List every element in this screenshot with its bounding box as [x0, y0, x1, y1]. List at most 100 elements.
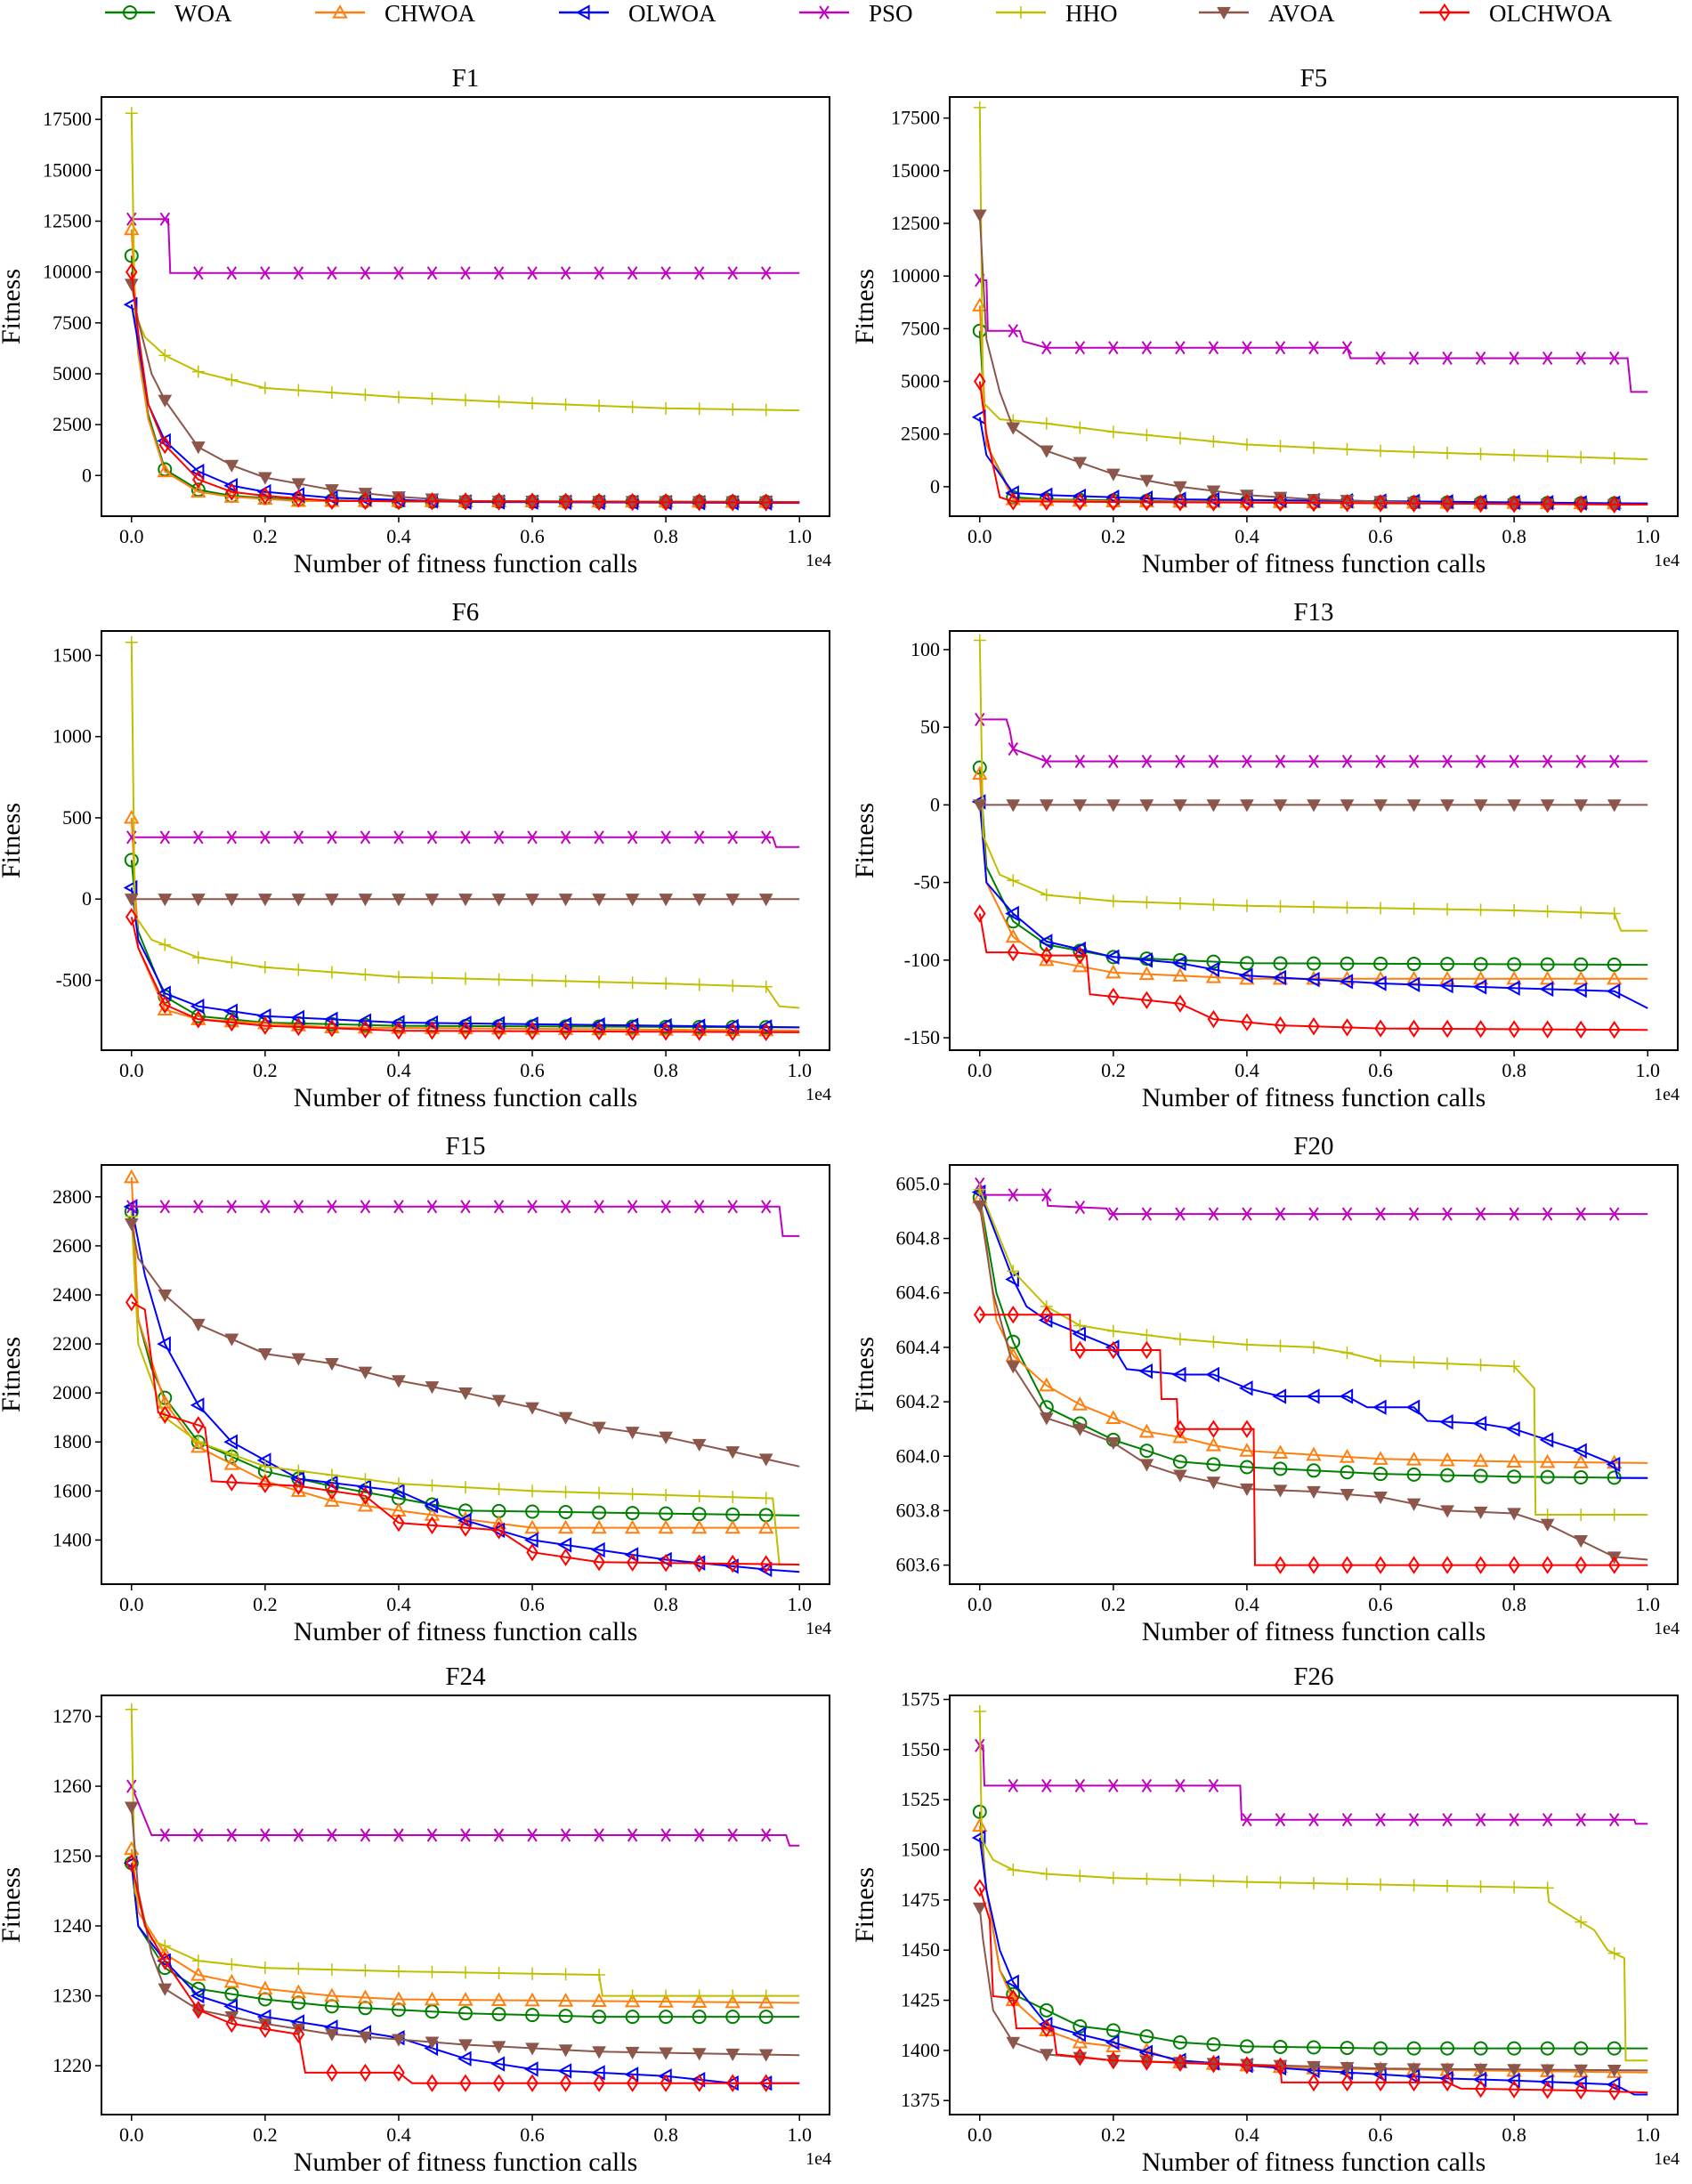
data-point-marker: [1608, 351, 1620, 366]
data-point-marker: [1106, 1324, 1120, 1338]
data-point-marker: [1405, 1452, 1422, 1466]
data-point-marker: [1141, 341, 1153, 355]
y-axis-label: Fitness: [0, 1867, 26, 1943]
data-point-marker: [1038, 487, 1053, 504]
series-hho: [125, 635, 800, 1009]
data-point-marker: [1373, 2063, 1388, 2076]
data-point-marker: [692, 1438, 707, 1452]
series-line: [978, 1907, 1648, 2072]
x-tick-label: 1.0: [1635, 1059, 1660, 1081]
data-point-marker: [193, 266, 204, 280]
data-point-marker: [492, 2074, 506, 2092]
data-point-marker: [1275, 754, 1286, 769]
x-tick-label: 1.0: [1635, 1593, 1660, 1615]
x-axis-label: Number of fitness function calls: [1142, 1083, 1486, 1112]
data-point-marker: [725, 1994, 741, 2009]
data-point-marker: [291, 894, 306, 907]
series-line: [978, 107, 1648, 461]
data-point-marker: [1073, 1340, 1087, 1360]
data-point-marker: [525, 1504, 540, 1519]
data-point-marker: [327, 1828, 337, 1842]
data-point-marker: [525, 894, 539, 907]
x-axis: 0.0 0.2 0.4 0.6 0.8 1.0 1e4 Number of fitness f…: [119, 1050, 831, 1112]
data-point-marker: [458, 894, 473, 907]
x-tick-label: 0.6: [520, 525, 545, 547]
series-line: [131, 1205, 800, 1237]
data-point-marker: [1307, 2073, 1320, 2092]
data-point-marker: [759, 1555, 773, 1573]
series-woa: [124, 853, 800, 1035]
data-point-marker: [359, 491, 372, 511]
data-point-marker: [524, 1992, 540, 2007]
data-point-marker: [1274, 1015, 1287, 1035]
data-point-marker: [659, 2047, 673, 2060]
data-point-marker: [1040, 417, 1053, 430]
series-line: [130, 642, 800, 1009]
data-point-marker: [1374, 2073, 1387, 2092]
data-point-marker: [1307, 799, 1321, 813]
data-point-marker: [190, 1318, 206, 1332]
data-point-marker: [758, 1453, 773, 1467]
data-point-marker: [1106, 799, 1121, 813]
y-tick-label: 604.6: [896, 1282, 941, 1304]
data-point-marker: [1274, 1876, 1287, 1889]
data-point-marker: [425, 1965, 439, 1978]
series-line: [130, 1211, 800, 1517]
data-point-marker: [1439, 977, 1453, 994]
series-woa: [972, 1190, 1648, 1485]
data-point-marker: [559, 975, 572, 988]
data-point-marker: [258, 1347, 272, 1362]
y-tick-label: 7500: [901, 317, 940, 339]
data-point-marker: [424, 1507, 441, 1521]
data-point-marker: [325, 966, 338, 979]
data-point-marker: [327, 266, 337, 280]
x-tick-label: 0.4: [1235, 1593, 1259, 1615]
data-point-marker: [492, 492, 506, 511]
data-point-marker: [1140, 492, 1154, 512]
data-point-marker: [1407, 445, 1421, 458]
data-point-marker: [223, 1998, 238, 2015]
data-point-marker: [1307, 1463, 1321, 1478]
data-point-marker: [1073, 457, 1088, 470]
data-point-marker: [1439, 1452, 1455, 1467]
subplot-f1: F1 0.0 0.2 0.4 0.6 0.8 1.0 1e4 Number of fitness…: [0, 64, 831, 578]
data-point-marker: [760, 830, 772, 845]
data-point-marker: [691, 1994, 708, 2009]
series-pso: [126, 1779, 800, 1847]
data-point-marker: [1441, 1556, 1453, 1574]
series-chwoa: [124, 809, 800, 1037]
subplots: F1 0.0 0.2 0.4 0.6 0.8 1.0 1e4 Number of fitness…: [0, 64, 1680, 2177]
series-woa: [124, 1856, 800, 2025]
data-point-marker: [292, 1464, 305, 1477]
data-point-marker: [491, 2007, 506, 2022]
data-point-marker: [557, 1016, 572, 1032]
data-point-marker: [1207, 1420, 1220, 1438]
data-point-marker: [1041, 341, 1052, 355]
data-point-marker: [692, 1023, 706, 1041]
data-point-marker: [1440, 1505, 1454, 1518]
chart-title: F6: [452, 598, 480, 627]
data-point-marker: [1239, 1443, 1255, 1457]
data-point-marker: [1340, 1556, 1354, 1574]
data-point-marker: [692, 493, 706, 512]
data-point-marker: [1340, 1877, 1354, 1890]
data-point-marker: [1407, 902, 1421, 916]
data-point-marker: [1575, 1020, 1587, 1039]
series-line: [978, 913, 1648, 1031]
data-point-marker: [1105, 493, 1121, 508]
data-point-marker: [392, 2034, 406, 2047]
data-point-marker: [593, 1486, 606, 1500]
x-tick-label: 0.2: [1101, 1059, 1126, 1081]
data-point-marker: [1474, 903, 1487, 917]
data-point-marker: [725, 2010, 741, 2025]
y-tick-label: 604.8: [896, 1227, 941, 1250]
data-point-marker: [1205, 1436, 1222, 1452]
data-point-marker: [1072, 2026, 1086, 2042]
data-point-marker: [1073, 1319, 1087, 1332]
data-point-marker: [527, 1828, 538, 1842]
x-offset-label: 1e4: [806, 2149, 831, 2169]
data-point-marker: [1340, 2061, 1355, 2075]
x-axis: 0.0 0.2 0.4 0.6 0.8 1.0 1e4 Number of fitness f…: [119, 516, 831, 578]
series-line: [978, 640, 1648, 932]
data-point-marker: [1039, 1377, 1055, 1392]
